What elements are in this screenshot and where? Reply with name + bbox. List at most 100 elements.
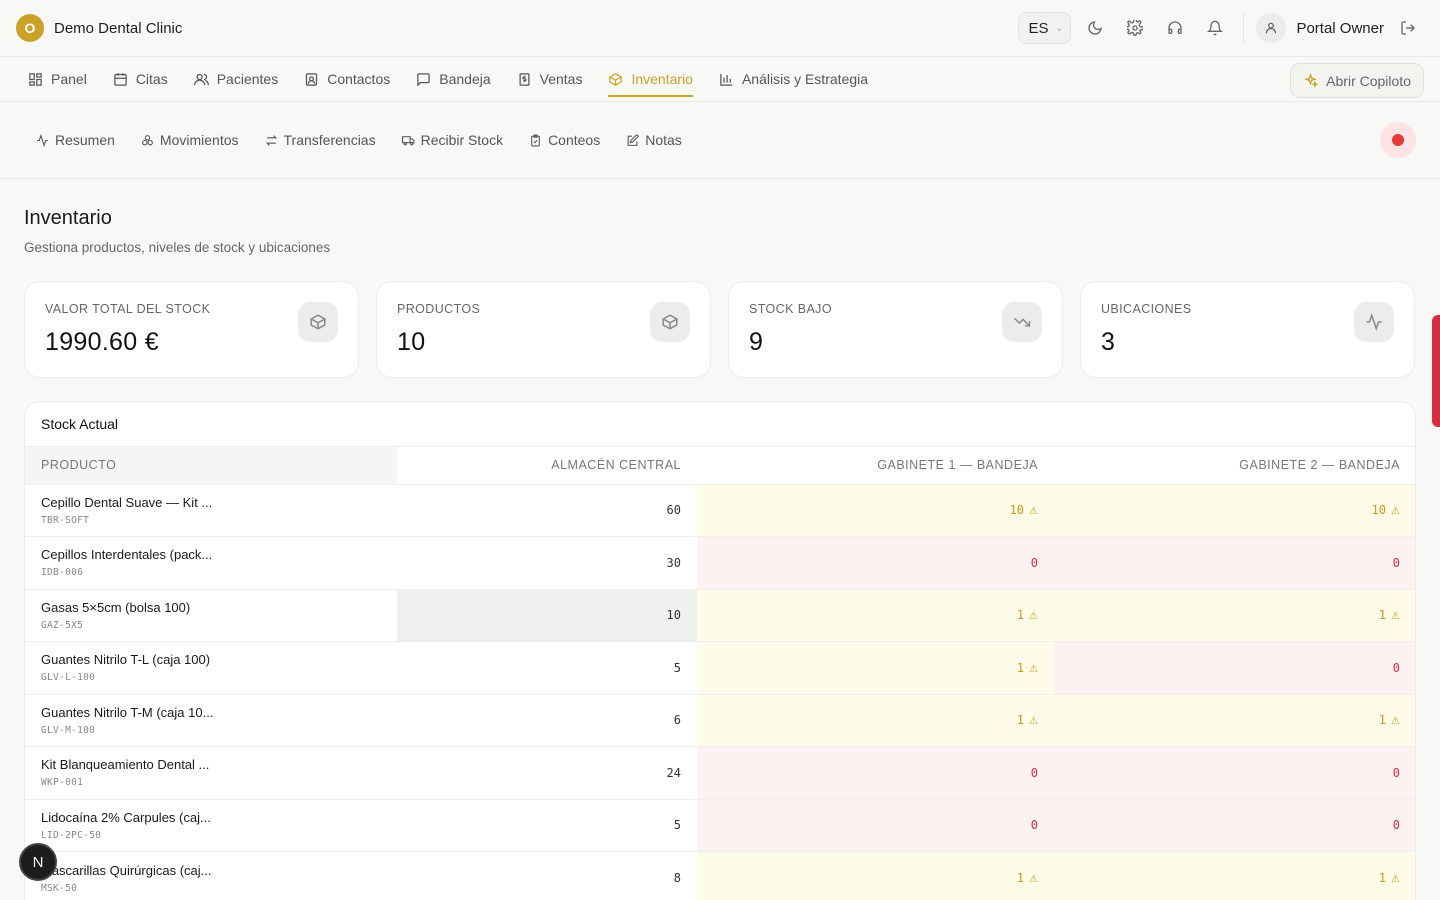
subnav-item-recibir-stock[interactable]: Recibir Stock: [401, 132, 504, 148]
nav-item-label: Panel: [51, 71, 87, 87]
table-row[interactable]: Gasas 5×5cm (bolsa 100) GAZ-5X5 10 1 ⚠ 1 ⚠: [25, 588, 1415, 642]
logout-icon: [1401, 21, 1415, 35]
stat-card-locations: UBICACIONES 3: [1080, 281, 1415, 378]
table-row[interactable]: Guantes Nitrilo T-L (caja 100) GLV-L-100 5…: [25, 641, 1415, 694]
nav-item-pacientes[interactable]: Pacientes: [193, 57, 279, 101]
product-cell: Kit Blanqueamiento Dental ... WKP-001: [25, 746, 397, 799]
column-header-central[interactable]: ALMACÉN CENTRAL: [551, 458, 681, 473]
table-row[interactable]: Cepillo Dental Suave — Kit ... TBR-SOFT 60…: [25, 483, 1415, 537]
nav-item-analisis[interactable]: Análisis y Estrategia: [719, 57, 868, 101]
product-cell: Gasas 5×5cm (bolsa 100) GAZ-5X5: [25, 588, 397, 642]
theme-toggle-button[interactable]: [1079, 12, 1111, 44]
open-copilot-button[interactable]: Abrir Copiloto: [1290, 63, 1424, 98]
product-cell: Cepillo Dental Suave — Kit ... TBR-SOFT: [25, 483, 397, 537]
support-button[interactable]: [1159, 12, 1191, 44]
moon-icon: [1088, 21, 1103, 35]
nav-item-inventario[interactable]: Inventario: [608, 57, 694, 101]
stock-value: 10: [666, 608, 681, 623]
subnav-item-notas[interactable]: Notas: [626, 132, 682, 148]
stock-value: 1: [1016, 608, 1025, 623]
nav-item-label: Citas: [135, 71, 168, 87]
nav-item-citas[interactable]: Citas: [113, 57, 168, 101]
nav-item-label: Ventas: [539, 71, 583, 87]
nav-item-ventas[interactable]: Ventas: [517, 57, 583, 101]
stock-table: PRODUCTO ALMACÉN CENTRAL GABINETE 1 — BA…: [25, 447, 1415, 900]
stock-value: 1: [1016, 713, 1025, 728]
stock-value: 5: [673, 818, 681, 833]
language-select[interactable]: ES ⌄: [1018, 12, 1072, 44]
subnav-item-resumen[interactable]: Resumen: [36, 132, 115, 148]
stock-cell-central: 10: [397, 588, 697, 642]
message-icon: [417, 72, 430, 87]
notifications-button[interactable]: [1199, 12, 1231, 44]
stat-card-products: PRODUCTOS 10: [376, 281, 711, 378]
clinic-name: Demo Dental Clinic: [54, 19, 183, 37]
warning-icon: ⚠: [1029, 874, 1038, 885]
top-bar: O Demo Dental Clinic ES ⌄ Portal Owner: [0, 0, 1440, 57]
stock-cell-central: 30: [397, 536, 697, 589]
settings-button[interactable]: [1119, 12, 1151, 44]
stat-card-low-stock: STOCK BAJO 9: [728, 281, 1063, 378]
column-header-gabinete-1[interactable]: GABINETE 1 — BANDEJA: [877, 458, 1038, 473]
stock-cell-central: 6: [397, 693, 697, 747]
product-cell: Cepillos Interdentales (pack... IDB-006: [25, 536, 397, 589]
stock-cell-gabinete-1: 0: [697, 536, 1054, 589]
table-row[interactable]: Lidocaína 2% Carpules (caj... LID-2PC-50 5…: [25, 798, 1415, 852]
nav-item-label: Pacientes: [216, 71, 279, 87]
record-button[interactable]: [1380, 122, 1416, 158]
side-feedback-tab[interactable]: [1432, 315, 1440, 427]
warning-icon: ⚠: [1029, 611, 1038, 623]
subnav-item-transferencias[interactable]: Transferencias: [265, 132, 376, 148]
product-name: Mascarillas Quirúrgicas (caj...: [41, 862, 212, 878]
table-row[interactable]: Kit Blanqueamiento Dental ... WKP-001 24 0 0: [25, 746, 1415, 799]
nav-item-panel[interactable]: Panel: [28, 57, 87, 101]
users-icon: [193, 73, 209, 85]
subnav-item-conteos[interactable]: Conteos: [529, 132, 600, 148]
dev-tools-badge[interactable]: N: [19, 843, 57, 881]
product-cell: Guantes Nitrilo T-M (caja 10... GLV-M-100: [25, 693, 397, 747]
main-nav: Panel Citas Pacientes Contactos Bandeja …: [0, 57, 1440, 102]
stock-value: 0: [1392, 660, 1400, 675]
warning-icon: ⚠: [1029, 663, 1038, 675]
stock-value: 1: [1016, 871, 1025, 885]
stock-value: 1: [1016, 660, 1025, 675]
gear-icon: [1127, 20, 1144, 36]
stock-value: 0: [1392, 555, 1400, 570]
stock-value: 1: [1378, 713, 1387, 728]
stock-cell-gabinete-2: 10 ⚠: [1054, 483, 1415, 537]
user-menu[interactable]: Portal Owner: [1256, 13, 1384, 43]
stock-cell-gabinete-1: 1 ⚠: [697, 588, 1054, 642]
stat-card-total-value: VALOR TOTAL DEL STOCK 1990.60 €: [24, 281, 359, 378]
nav-item-contactos[interactable]: Contactos: [304, 57, 390, 101]
product-cell: Guantes Nitrilo T-L (caja 100) GLV-L-100: [25, 641, 397, 694]
nav-item-bandeja[interactable]: Bandeja: [416, 57, 491, 101]
logout-button[interactable]: [1392, 12, 1424, 44]
column-header-product[interactable]: PRODUCTO: [25, 447, 397, 484]
bell-icon: [1207, 20, 1224, 36]
stock-value: 0: [1030, 818, 1038, 833]
stat-cards: VALOR TOTAL DEL STOCK 1990.60 € PRODUCTO…: [0, 255, 1440, 378]
topbar-divider: [1243, 12, 1245, 44]
subnav-item-movimientos[interactable]: Movimientos: [141, 132, 239, 148]
stock-value: 0: [1392, 818, 1400, 833]
table-row[interactable]: Cepillos Interdentales (pack... IDB-006 30…: [25, 536, 1415, 589]
product-sku: GAZ-5X5: [41, 619, 84, 631]
stock-cell-gabinete-1: 10 ⚠: [697, 483, 1054, 537]
product-sku: GLV-M-100: [41, 724, 96, 736]
edit-note-icon: [627, 133, 639, 146]
activity-icon: [1354, 302, 1394, 342]
page-subtitle: Gestiona productos, niveles de stock y u…: [24, 240, 331, 255]
column-header-gabinete-2[interactable]: GABINETE 2 — BANDEJA: [1239, 458, 1400, 473]
table-row[interactable]: Guantes Nitrilo T-M (caja 10... GLV-M-100…: [25, 693, 1415, 747]
subnav-item-label: Transferencias: [283, 132, 376, 148]
dashboard-icon: [29, 72, 42, 86]
stock-value: 30: [666, 555, 681, 570]
subnav-item-label: Resumen: [55, 132, 115, 148]
subnav-item-label: Recibir Stock: [420, 132, 504, 148]
stock-cell-gabinete-2: 0: [1054, 798, 1415, 852]
warning-icon: ⚠: [1391, 716, 1400, 728]
product-name: Kit Blanqueamiento Dental ...: [41, 757, 210, 773]
brand[interactable]: O Demo Dental Clinic: [16, 14, 182, 42]
table-row[interactable]: Mascarillas Quirúrgicas (caj... MSK-50 8 1 ⚠…: [25, 851, 1415, 900]
product-sku: TBR-SOFT: [41, 514, 90, 526]
